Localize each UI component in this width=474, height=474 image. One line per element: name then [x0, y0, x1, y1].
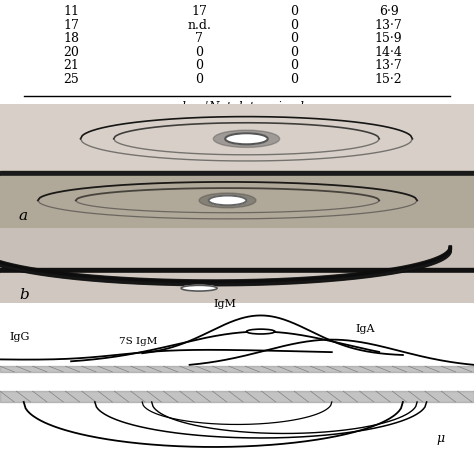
- Bar: [0, 228, 474, 269]
- Text: 11: 11: [63, 5, 79, 18]
- Text: 0: 0: [290, 19, 298, 32]
- Text: IgM: IgM: [213, 300, 236, 310]
- Circle shape: [225, 133, 268, 144]
- Text: 21: 21: [63, 59, 79, 73]
- Text: 0: 0: [195, 59, 203, 73]
- Circle shape: [209, 195, 246, 205]
- Text: 18: 18: [63, 32, 79, 46]
- Text: 7S IgM: 7S IgM: [118, 337, 157, 346]
- Circle shape: [213, 130, 280, 147]
- Circle shape: [181, 285, 217, 291]
- Text: 0: 0: [290, 73, 298, 86]
- Text: μ: μ: [436, 432, 444, 446]
- Bar: [0, 273, 474, 303]
- Text: 7: 7: [195, 32, 203, 46]
- Circle shape: [246, 329, 275, 334]
- Circle shape: [199, 193, 256, 208]
- Text: b: b: [19, 288, 29, 302]
- Text: IgG: IgG: [9, 332, 30, 342]
- Text: 20: 20: [63, 46, 79, 59]
- Text: 15·2: 15·2: [375, 73, 402, 86]
- Text: 6·9: 6·9: [379, 5, 399, 18]
- Text: n.d. =‡Not determined.: n.d. =‡Not determined.: [167, 101, 307, 114]
- Bar: [0, 268, 474, 273]
- Text: 15·9: 15·9: [375, 32, 402, 46]
- Text: 0: 0: [290, 46, 298, 59]
- Text: 17: 17: [63, 19, 79, 32]
- Text: a: a: [19, 209, 28, 223]
- Text: 0: 0: [195, 46, 203, 59]
- Text: 0: 0: [290, 59, 298, 73]
- Text: IgA: IgA: [356, 324, 375, 334]
- Text: 25: 25: [63, 73, 79, 86]
- Text: 0: 0: [290, 32, 298, 46]
- Text: 0: 0: [195, 73, 203, 86]
- Text: 17: 17: [191, 5, 207, 18]
- Bar: [0, 171, 474, 176]
- Bar: [0, 104, 474, 172]
- Text: 13·7: 13·7: [375, 59, 402, 73]
- Text: 13·7: 13·7: [375, 19, 402, 32]
- Text: n.d.: n.d.: [187, 19, 211, 32]
- Text: 14·4: 14·4: [375, 46, 402, 59]
- Text: 0: 0: [290, 5, 298, 18]
- Bar: [0, 176, 474, 228]
